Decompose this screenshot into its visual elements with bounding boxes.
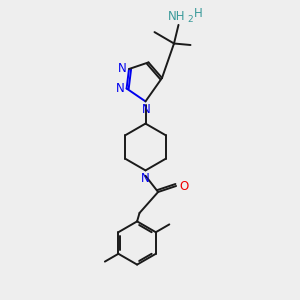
- Text: N: N: [142, 103, 151, 116]
- Text: N: N: [116, 82, 124, 95]
- Text: O: O: [179, 179, 188, 193]
- Text: N: N: [118, 62, 127, 75]
- Text: NH: NH: [168, 10, 186, 22]
- Text: 2: 2: [187, 15, 193, 24]
- Text: H: H: [194, 8, 203, 20]
- Text: N: N: [141, 172, 150, 185]
